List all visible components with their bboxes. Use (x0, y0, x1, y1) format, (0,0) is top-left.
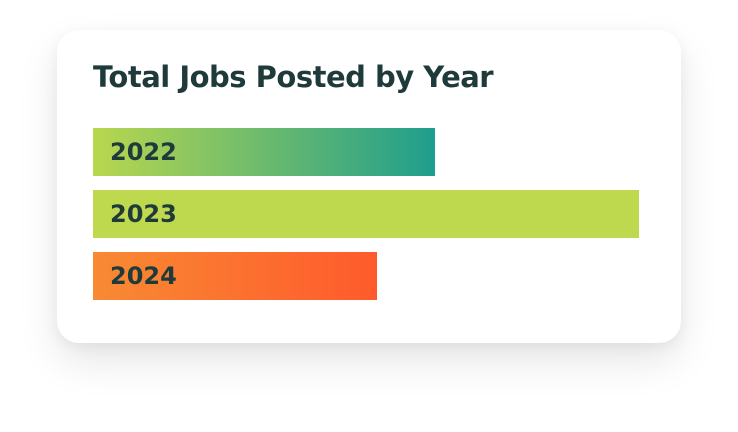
bar-label-2024: 2024 (110, 262, 177, 290)
bar-label-2023: 2023 (110, 200, 177, 228)
bar-2023: 2023 (93, 190, 639, 238)
chart-title: Total Jobs Posted by Year (93, 60, 494, 94)
bar-2024: 2024 (93, 252, 377, 300)
bar-chart: 2022 2023 2024 (93, 128, 639, 300)
chart-card: Total Jobs Posted by Year 2022 2023 2024 (57, 30, 681, 343)
bar-2022: 2022 (93, 128, 435, 176)
bar-label-2022: 2022 (110, 138, 177, 166)
